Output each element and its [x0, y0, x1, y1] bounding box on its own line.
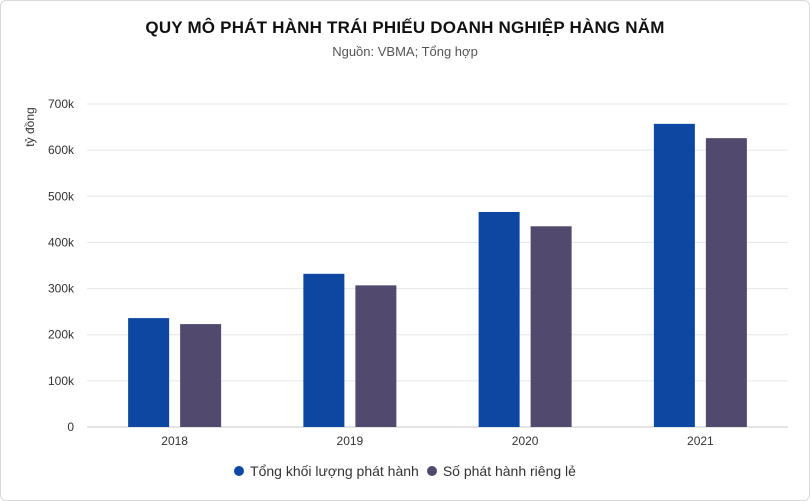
y-axis-label: tỷ đồng — [23, 107, 37, 146]
bar-private-2019[interactable] — [355, 285, 397, 427]
bar-total-2021[interactable] — [653, 123, 695, 427]
y-tick-label: 200k — [48, 328, 75, 342]
bar-total-2018[interactable] — [128, 318, 170, 427]
y-tick-label: 600k — [48, 143, 75, 157]
bar-private-2018[interactable] — [180, 324, 222, 427]
legend-item-private[interactable]: Số phát hành riêng lẻ — [426, 463, 576, 479]
y-tick-label: 700k — [48, 97, 75, 111]
y-tick-label: 0 — [67, 420, 74, 434]
legend-item-total[interactable]: Tổng khối lượng phát hành — [234, 463, 419, 479]
x-tick-label: 2019 — [337, 434, 364, 448]
bar-total-2019[interactable] — [303, 273, 345, 427]
y-tick-label: 500k — [48, 189, 75, 203]
chart-title: QUY MÔ PHÁT HÀNH TRÁI PHIẾU DOANH NGHIỆP… — [145, 18, 665, 37]
bar-private-2021[interactable] — [705, 138, 747, 427]
chart-subtitle: Nguồn: VBMA; Tổng hợp — [332, 44, 478, 59]
y-tick-label: 300k — [48, 282, 75, 296]
y-tick-label: 100k — [48, 374, 75, 388]
x-tick-label: 2021 — [687, 434, 714, 448]
legend-marker-private — [426, 466, 437, 476]
legend-label-private: Số phát hành riêng lẻ — [442, 463, 576, 479]
x-tick-label: 2020 — [512, 434, 539, 448]
bar-total-2020[interactable] — [478, 211, 520, 427]
x-tick-label: 2018 — [161, 434, 188, 448]
y-tick-label: 400k — [48, 235, 75, 249]
legend-label-total: Tổng khối lượng phát hành — [250, 463, 419, 479]
legend: Tổng khối lượng phát hành Số phát hành r… — [0, 463, 810, 479]
bar-private-2020[interactable] — [530, 226, 572, 427]
legend-marker-total — [234, 466, 245, 476]
